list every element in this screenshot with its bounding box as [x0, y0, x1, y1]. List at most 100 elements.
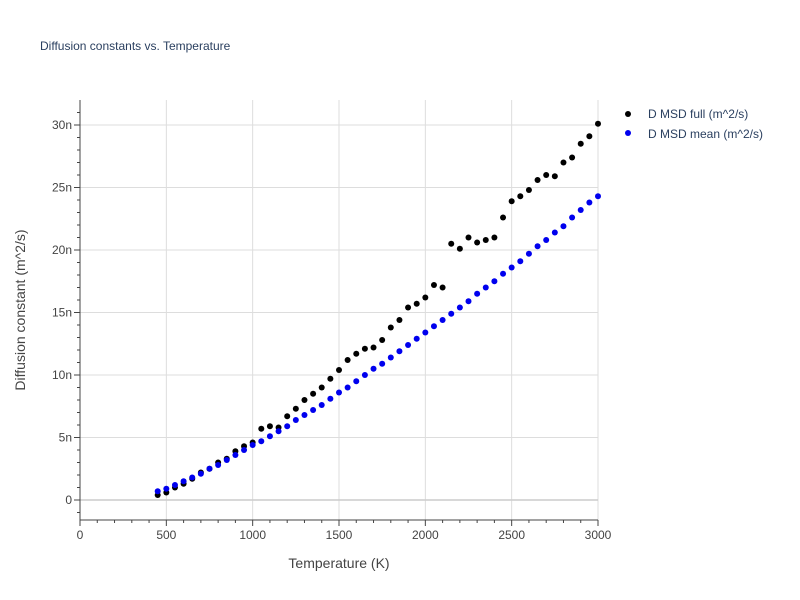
- data-point-full: [439, 284, 446, 291]
- data-point-full: [413, 300, 420, 307]
- data-point-mean: [525, 250, 532, 257]
- y-tick-label: 30n: [52, 118, 72, 132]
- data-point-full: [327, 375, 334, 382]
- x-tick-label: 2500: [498, 528, 525, 542]
- legend-item-full[interactable]: D MSD full (m^2/s): [625, 107, 748, 121]
- grid-layer: [80, 100, 599, 520]
- data-point-full: [448, 240, 455, 247]
- data-point-mean: [275, 428, 282, 435]
- data-point-mean: [223, 457, 230, 463]
- data-point-full: [456, 245, 463, 252]
- data-point-mean: [491, 278, 498, 285]
- data-point-mean: [266, 433, 273, 440]
- x-tick-label: 0: [77, 528, 84, 542]
- legend-marker-mean: [625, 130, 631, 136]
- points-layer: [154, 120, 601, 498]
- data-point-mean: [413, 335, 420, 342]
- data-point-mean: [249, 442, 256, 448]
- y-tick-label: 10n: [52, 368, 72, 382]
- data-point-mean: [560, 223, 567, 230]
- data-point-mean: [370, 365, 377, 372]
- data-point-full: [310, 390, 317, 397]
- data-point-mean: [344, 384, 351, 391]
- legend-label-full: D MSD full (m^2/s): [648, 107, 748, 121]
- data-point-mean: [241, 447, 248, 453]
- x-tick-label: 3000: [585, 528, 612, 542]
- data-point-full: [543, 172, 550, 178]
- data-point-mean: [534, 243, 541, 250]
- data-point-full: [284, 413, 291, 420]
- data-point-mean: [586, 199, 593, 206]
- data-point-mean: [189, 474, 196, 481]
- data-point-full: [517, 193, 524, 200]
- data-point-mean: [430, 323, 437, 330]
- data-point-full: [586, 133, 593, 140]
- x-axis-title: Temperature (K): [288, 555, 389, 571]
- legend-marker-full: [625, 111, 631, 117]
- data-point-mean: [318, 402, 325, 408]
- data-point-mean: [405, 342, 412, 348]
- data-point-mean: [180, 478, 187, 485]
- data-point-mean: [439, 317, 446, 323]
- data-point-full: [336, 367, 342, 373]
- y-tick-label: 0: [65, 493, 72, 507]
- data-point-mean: [387, 354, 394, 361]
- chart-title: Diffusion constants vs. Temperature: [40, 39, 231, 53]
- y-axis-title: Diffusion constant (m^2/s): [12, 229, 28, 390]
- data-point-mean: [361, 372, 368, 378]
- data-point-full: [292, 405, 299, 412]
- data-point-full: [370, 344, 377, 351]
- data-point-mean: [292, 417, 299, 423]
- data-point-full: [465, 234, 472, 241]
- data-point-mean: [422, 329, 429, 336]
- axis-layer: 0 500 1000 1500 2000 2500 3000 0 5n 10n 15n 20n 25n 3…: [52, 100, 612, 542]
- data-point-mean: [448, 310, 455, 317]
- x-tick-label: 1500: [326, 528, 353, 542]
- legend-item-mean[interactable]: D MSD mean (m^2/s): [625, 127, 763, 141]
- data-point-mean: [301, 412, 308, 418]
- data-point-mean: [456, 304, 463, 311]
- data-point-mean: [163, 485, 170, 492]
- data-point-full: [577, 140, 584, 147]
- data-point-full: [396, 317, 403, 323]
- data-point-full: [525, 187, 532, 193]
- data-point-mean: [197, 470, 204, 477]
- data-point-full: [318, 384, 325, 391]
- data-point-full: [560, 159, 567, 166]
- y-tick-label: 5n: [59, 431, 72, 445]
- data-point-full: [430, 282, 437, 288]
- data-point-mean: [327, 395, 334, 402]
- y-tick-label: 25n: [52, 181, 72, 195]
- data-point-mean: [171, 482, 178, 488]
- data-point-mean: [577, 207, 584, 213]
- data-point-mean: [569, 214, 576, 221]
- data-point-full: [344, 357, 351, 363]
- data-point-full: [387, 324, 394, 331]
- data-point-mean: [396, 348, 403, 355]
- data-point-mean: [258, 438, 265, 445]
- y-tick-label: 15n: [52, 306, 72, 320]
- legend-label-mean: D MSD mean (m^2/s): [648, 127, 763, 141]
- data-point-mean: [551, 229, 558, 236]
- data-point-full: [353, 350, 360, 357]
- data-point-mean: [517, 258, 524, 265]
- data-point-mean: [500, 270, 507, 277]
- data-point-mean: [336, 389, 342, 396]
- data-point-mean: [474, 290, 481, 297]
- data-point-full: [266, 423, 273, 430]
- data-point-mean: [482, 284, 489, 291]
- data-point-full: [405, 304, 412, 311]
- legend[interactable]: D MSD full (m^2/s) D MSD mean (m^2/s): [625, 107, 763, 141]
- data-point-mean: [543, 237, 550, 243]
- data-point-full: [491, 234, 498, 241]
- data-point-mean: [215, 462, 222, 468]
- data-point-full: [361, 345, 368, 352]
- data-point-mean: [206, 465, 213, 472]
- x-tick-label: 1000: [239, 528, 266, 542]
- data-point-full: [508, 198, 515, 205]
- data-point-full: [379, 337, 386, 343]
- data-point-mean: [310, 407, 317, 413]
- data-point-mean: [595, 193, 601, 200]
- data-point-mean: [379, 360, 386, 367]
- data-point-full: [569, 154, 576, 161]
